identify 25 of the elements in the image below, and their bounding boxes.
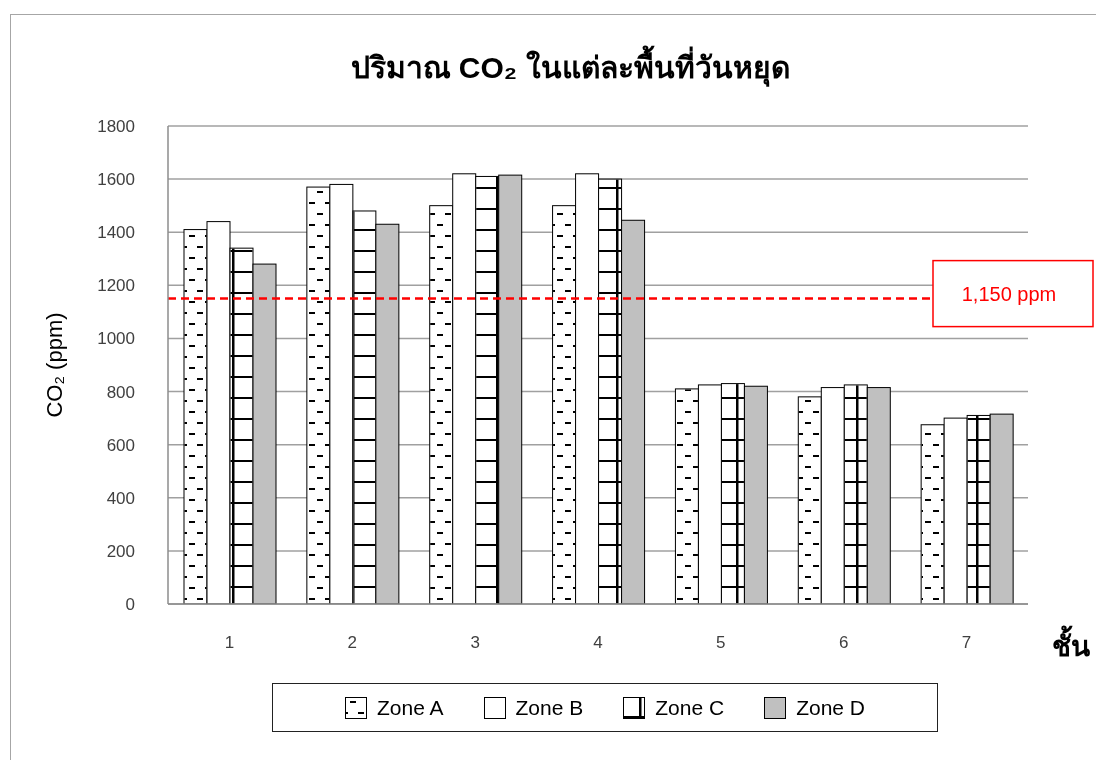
x-tick-label: 6 [838, 633, 849, 653]
x-axis-title: ชั้น [1052, 624, 1090, 664]
y-tick-label: 1200 [97, 276, 135, 296]
legend-label: Zone B [515, 695, 584, 720]
y-tick-label: 1000 [97, 329, 135, 349]
x-tick-label: 3 [470, 633, 480, 653]
legend-label: Zone A [376, 695, 444, 720]
y-tick-label: 1400 [97, 223, 135, 243]
legend-label: Zone C [655, 695, 725, 720]
x-tick-label: 1 [224, 633, 235, 653]
y-axis-title: CO₂ (ppm) [42, 312, 68, 418]
y-tick-label: 0 [125, 595, 135, 615]
x-tick-label: 7 [961, 633, 972, 653]
y-tick-label: 800 [106, 382, 135, 402]
x-tick-label: 2 [347, 633, 358, 653]
y-tick-label: 200 [106, 541, 135, 561]
y-tick-label: 600 [106, 435, 135, 455]
x-tick-label: 4 [593, 633, 603, 653]
y-tick-label: 1600 [97, 170, 135, 190]
legend-label: Zone D [796, 695, 866, 720]
ref-line-label: 1,150 ppm [961, 282, 1057, 305]
chart-title: ปริมาณ CO₂ ในแต่ละพื้นที่วันหยุด [349, 44, 791, 89]
y-tick-label: 1800 [97, 117, 135, 137]
x-tick-label: 5 [716, 633, 726, 653]
y-tick-label: 400 [106, 488, 135, 508]
